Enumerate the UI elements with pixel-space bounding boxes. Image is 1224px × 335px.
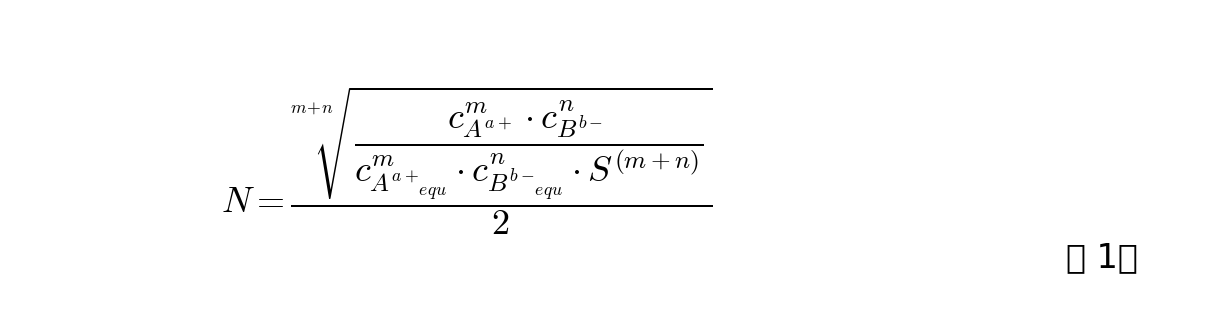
Text: 式 1，: 式 1，	[1066, 241, 1138, 274]
Text: $N = \dfrac{\sqrt[m\!+\!n]{\dfrac{c_{A^{a+}}^{m} \cdot c_{B^{b-}}^{n}}{c_{A^{a+}: $N = \dfrac{\sqrt[m\!+\!n]{\dfrac{c_{A^{…	[220, 85, 712, 237]
